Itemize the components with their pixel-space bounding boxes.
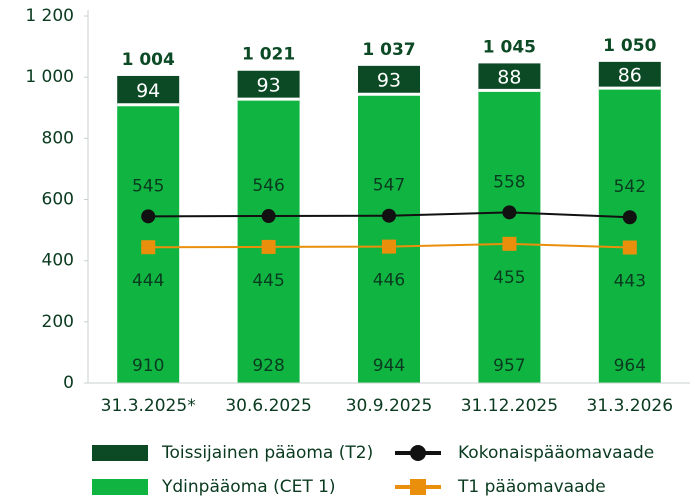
value-label: 455 <box>493 268 525 288</box>
x-tick-label: 30.9.2025 <box>346 396 433 416</box>
value-label: 445 <box>252 271 284 291</box>
value-label: 88 <box>497 66 521 88</box>
total-label: 1 037 <box>362 40 415 60</box>
bar-segment <box>358 65 420 95</box>
line-marker <box>382 239 396 254</box>
value-label: 94 <box>136 80 160 102</box>
line-marker <box>261 239 276 254</box>
value-label: 928 <box>252 356 284 376</box>
legend-label: Kokonaispääomavaade <box>458 443 654 463</box>
value-label: 964 <box>614 356 646 376</box>
x-tick-label: 31.3.2025* <box>101 396 196 416</box>
legend-swatch <box>92 479 148 495</box>
value-label: 443 <box>614 272 646 292</box>
x-tick-label: 31.12.2025 <box>461 396 558 416</box>
value-label: 542 <box>614 177 646 197</box>
line-marker <box>622 210 637 225</box>
y-tick-label: 800 <box>42 128 74 148</box>
y-tick-label: 0 <box>63 373 74 393</box>
value-label: 558 <box>493 172 525 192</box>
value-label: 444 <box>132 271 164 291</box>
bar-segment <box>117 75 180 105</box>
value-label: 93 <box>377 70 401 92</box>
value-label: 93 <box>257 74 281 96</box>
y-tick-label: 200 <box>42 312 74 332</box>
line-marker <box>261 209 276 224</box>
bar-segment <box>358 94 420 383</box>
legend-swatch <box>92 445 148 461</box>
value-label: 944 <box>373 356 405 376</box>
y-tick-label: 1 200 <box>25 6 74 26</box>
legend-label: Toissijainen pääoma (T2) <box>161 443 373 463</box>
legend-label: T1 pääomavaade <box>457 477 606 497</box>
line-marker <box>141 209 156 224</box>
value-label: 546 <box>252 176 284 196</box>
bar-segment <box>598 88 661 383</box>
total-label: 1 045 <box>483 37 536 57</box>
value-label: 957 <box>493 356 525 376</box>
value-label: 446 <box>373 271 405 291</box>
legend-marker <box>410 445 426 461</box>
line-marker <box>502 205 517 220</box>
value-label: 86 <box>618 65 642 87</box>
value-label: 545 <box>132 176 164 196</box>
bar-segment <box>478 63 541 91</box>
y-tick-label: 600 <box>42 190 74 210</box>
value-label: 910 <box>132 356 164 376</box>
line-marker <box>502 236 517 251</box>
line-marker <box>382 208 396 223</box>
legend-marker <box>410 479 426 495</box>
total-label: 1 050 <box>603 36 656 56</box>
y-tick-label: 1 000 <box>25 67 74 87</box>
total-label: 1 004 <box>122 50 175 70</box>
bar-segment <box>598 61 661 89</box>
bar-segment <box>478 90 541 383</box>
line-marker <box>141 240 156 255</box>
y-tick-label: 400 <box>42 251 74 271</box>
legend-label: Ydinpääoma (CET 1) <box>161 477 336 497</box>
total-label: 1 021 <box>242 45 295 65</box>
x-tick-label: 31.3.2026 <box>587 396 674 416</box>
value-label: 547 <box>373 176 405 196</box>
x-tick-label: 30.6.2025 <box>225 396 312 416</box>
bar-segment <box>237 70 300 100</box>
line-marker <box>622 240 637 255</box>
